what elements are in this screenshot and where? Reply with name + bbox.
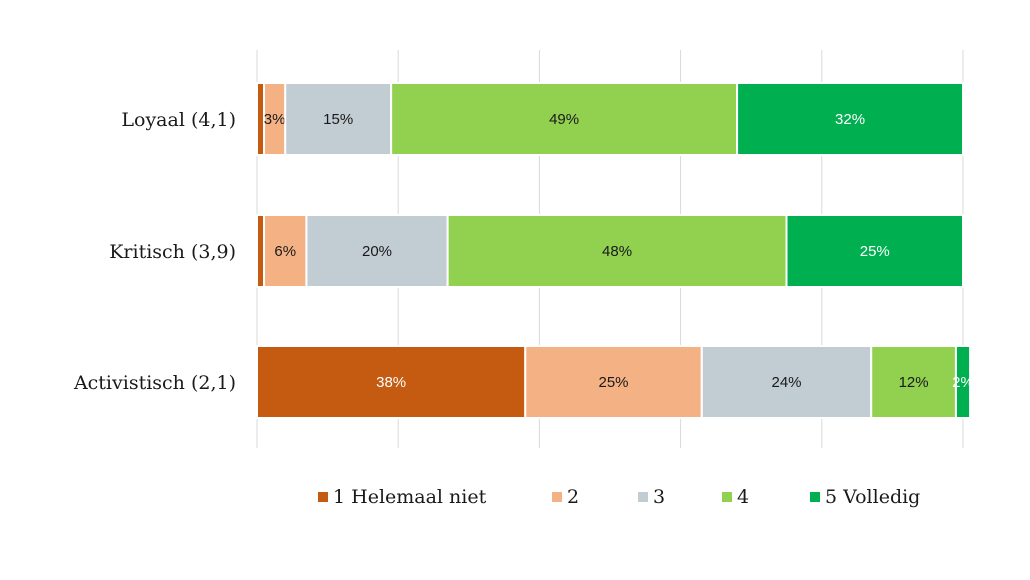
data-label: 15%: [323, 111, 353, 128]
bar-segment: [954, 345, 972, 419]
data-label: 25%: [860, 243, 890, 260]
legend-entry: 4: [737, 486, 749, 508]
data-label: 20%: [362, 243, 392, 260]
bar-segment: [256, 345, 527, 419]
bar-segment: [785, 214, 964, 288]
bar-segment: [256, 214, 266, 288]
data-label: 6%: [274, 243, 296, 260]
legend-entry: 3: [653, 486, 665, 508]
bar-segment: [700, 345, 873, 419]
legend-swatch: [638, 492, 648, 502]
bar-segment: [390, 82, 739, 156]
legend-entry: 2: [567, 486, 579, 508]
bar-segment: [446, 214, 788, 288]
legend-entry: 1 Helemaal niet: [333, 486, 487, 508]
legend-swatch: [810, 492, 820, 502]
bar-segment: [284, 82, 393, 156]
category-label: Loyaal (4,1): [121, 109, 236, 131]
data-label: 49%: [549, 111, 579, 128]
data-label: 3%: [264, 111, 286, 128]
bar-segment: [736, 82, 965, 156]
data-label: 48%: [602, 243, 632, 260]
data-label: 12%: [899, 374, 929, 391]
data-label: 25%: [599, 374, 629, 391]
category-label: Kritisch (3,9): [109, 241, 236, 263]
legend-swatch: [552, 492, 562, 502]
legend: 1 Helemaal niet 2 3 4 5 Volledig: [318, 486, 920, 508]
data-label: 2%: [952, 374, 974, 391]
data-label: 24%: [771, 374, 801, 391]
legend-swatch: [722, 492, 732, 502]
legend-entry: 5 Volledig: [825, 486, 920, 508]
data-label: 38%: [376, 374, 406, 391]
bar-segment: [524, 345, 703, 419]
bar-segment: [263, 214, 308, 288]
data-label: 32%: [835, 111, 865, 128]
category-label: Activistisch (2,1): [73, 372, 236, 394]
bars: 3% 15% 49% 32% 6% 20% 48% 25% 38% 25% 24% 12% 2%: [256, 82, 974, 419]
bar-segment: [305, 214, 449, 288]
category-labels: Loyaal (4,1) Kritisch (3,9) Activistisch (…: [73, 109, 236, 394]
legend-swatch: [318, 492, 328, 502]
